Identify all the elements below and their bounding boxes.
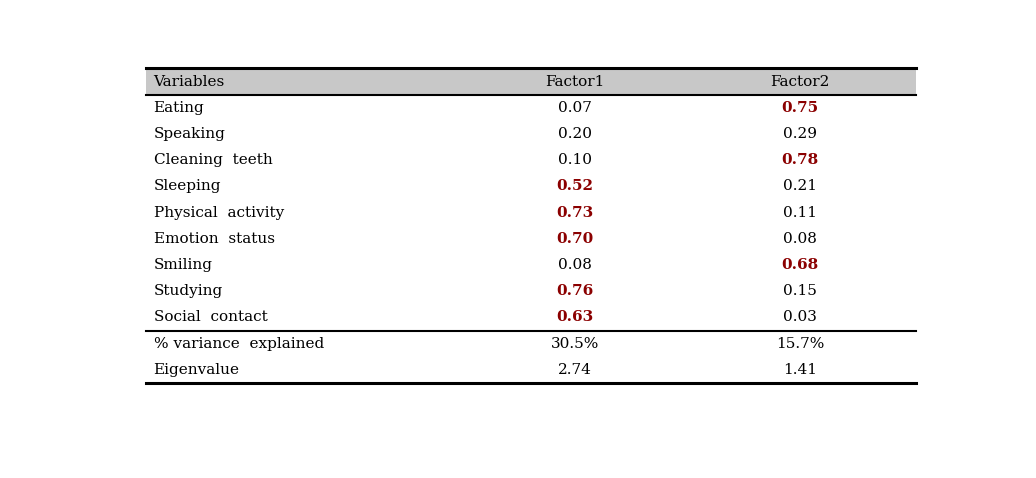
Text: Factor2: Factor2 bbox=[770, 75, 830, 88]
Text: 0.63: 0.63 bbox=[556, 310, 594, 325]
Text: 0.11: 0.11 bbox=[783, 206, 817, 219]
Bar bbox=[145, 68, 916, 95]
Text: 0.15: 0.15 bbox=[783, 284, 816, 298]
Text: Sleeping: Sleeping bbox=[153, 179, 221, 193]
Text: 0.76: 0.76 bbox=[556, 284, 594, 298]
Text: 0.75: 0.75 bbox=[781, 101, 818, 115]
Text: Physical  activity: Physical activity bbox=[153, 206, 284, 219]
Text: 0.73: 0.73 bbox=[556, 206, 594, 219]
Text: 1.41: 1.41 bbox=[783, 363, 817, 377]
Text: Variables: Variables bbox=[153, 75, 225, 88]
Text: 0.20: 0.20 bbox=[558, 127, 593, 141]
Text: 0.70: 0.70 bbox=[556, 232, 594, 246]
Text: 0.10: 0.10 bbox=[558, 153, 593, 167]
Text: Smiling: Smiling bbox=[153, 258, 212, 272]
Text: 0.78: 0.78 bbox=[781, 153, 818, 167]
Text: Cleaning  teeth: Cleaning teeth bbox=[153, 153, 272, 167]
Text: 0.07: 0.07 bbox=[558, 101, 592, 115]
Text: 30.5%: 30.5% bbox=[551, 337, 599, 350]
Text: Factor1: Factor1 bbox=[545, 75, 605, 88]
Text: 0.29: 0.29 bbox=[783, 127, 817, 141]
Text: 0.08: 0.08 bbox=[783, 232, 816, 246]
Text: Eigenvalue: Eigenvalue bbox=[153, 363, 239, 377]
Text: 15.7%: 15.7% bbox=[776, 337, 824, 350]
Text: 2.74: 2.74 bbox=[558, 363, 592, 377]
Text: Social  contact: Social contact bbox=[153, 310, 267, 325]
Text: 0.03: 0.03 bbox=[783, 310, 816, 325]
Text: Studying: Studying bbox=[153, 284, 223, 298]
Text: 0.68: 0.68 bbox=[781, 258, 818, 272]
Text: Emotion  status: Emotion status bbox=[153, 232, 275, 246]
Text: % variance  explained: % variance explained bbox=[153, 337, 324, 350]
Text: 0.08: 0.08 bbox=[558, 258, 592, 272]
Text: Speaking: Speaking bbox=[153, 127, 226, 141]
Text: Eating: Eating bbox=[153, 101, 204, 115]
Text: 0.21: 0.21 bbox=[783, 179, 817, 193]
Text: 0.52: 0.52 bbox=[556, 179, 594, 193]
